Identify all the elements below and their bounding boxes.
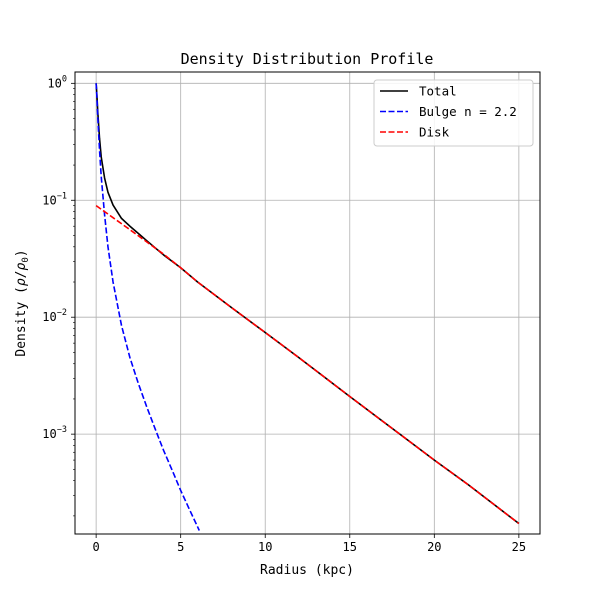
y-tick-label-base: 10 [42,310,56,324]
x-axis-label: Radius (kpc) [260,563,354,578]
y-axis-label: Density (ρ/ρ0) [14,249,31,356]
y-axis-label-rho: ρ [14,278,29,286]
x-tick-label: 15 [343,540,357,554]
y-axis-label-subscript: 0 [21,257,31,262]
legend-label-2: Disk [419,125,450,140]
x-tick-label: 25 [512,540,526,554]
y-tick-label-exponent: 0 [62,74,67,84]
x-tick-label: 20 [427,540,441,554]
y-tick-label: 10−1 [42,191,67,207]
legend: Total Bulge n = 2.2 Disk [373,79,534,147]
x-tick-label: 5 [177,540,184,554]
y-axis-label-suffix: ) [14,249,29,257]
y-tick-label: 100 [47,74,67,90]
legend-label-0: Total [419,84,457,99]
plot-lines [95,83,520,531]
y-axis-label-prefix: Density ( [14,286,29,356]
legend-frame [373,79,534,147]
y-tick-label-base: 10 [42,427,56,441]
plot-area-frame [74,71,541,535]
x-tick-label: 10 [258,540,272,554]
series-line-1 [95,83,201,531]
series-line-0 [95,83,520,525]
chart-title: Density Distribution Profile [181,50,434,68]
y-tick-label-exponent: −3 [57,425,67,435]
y-tick-label-base: 10 [42,193,56,207]
series-line-2 [95,204,520,525]
x-tick-label: 0 [93,540,100,554]
y-axis-label-rho: ρ [14,262,29,270]
y-tick-label-exponent: −2 [57,308,67,318]
y-axis-label-slash: / [14,270,29,278]
y-tick-label-exponent: −1 [57,191,67,201]
y-tick-label: 10−3 [42,425,67,441]
y-tick-label: 10−2 [42,308,67,324]
legend-label-1: Bulge n = 2.2 [419,104,517,119]
y-tick-label-base: 10 [47,76,61,90]
